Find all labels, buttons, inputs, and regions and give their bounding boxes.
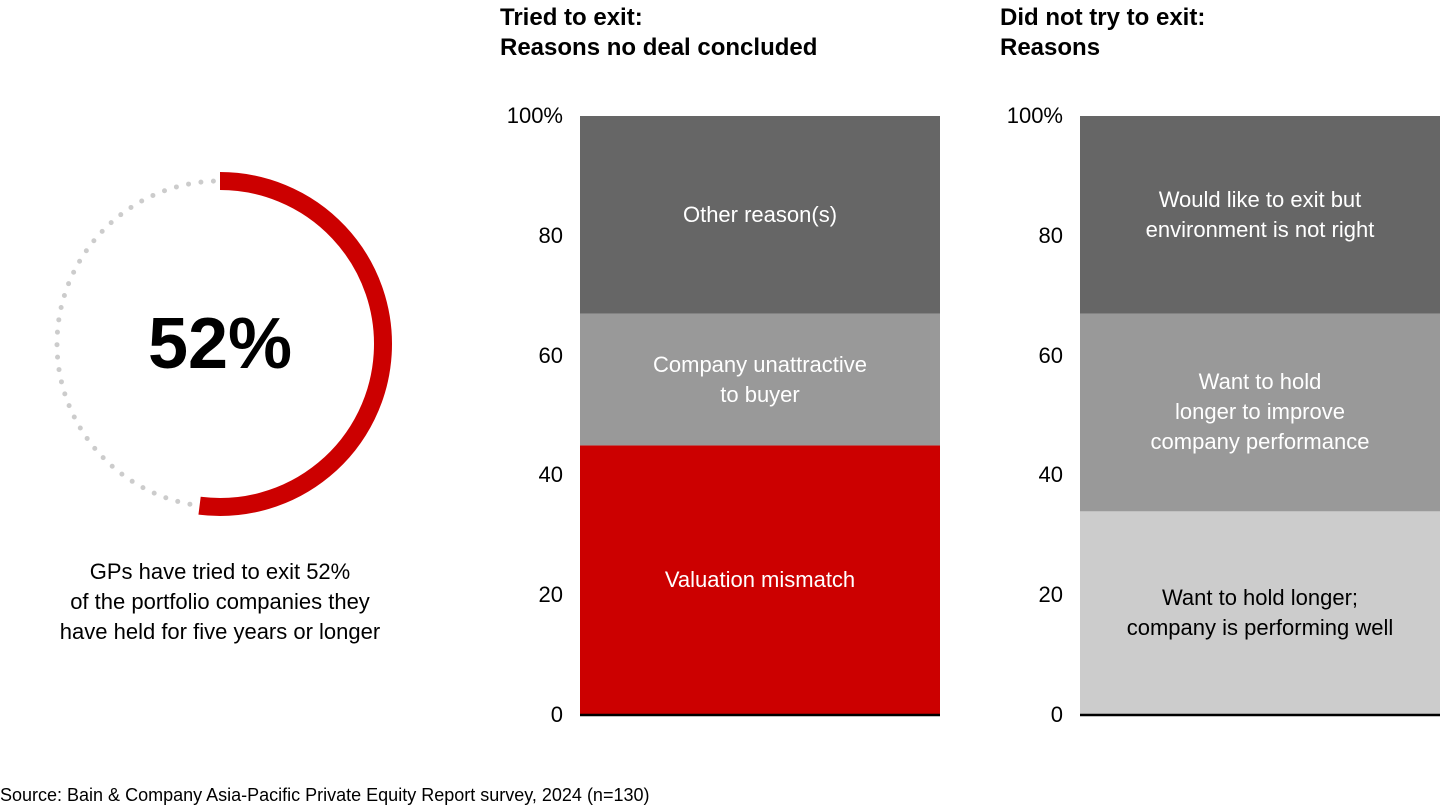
panel-title: Tried to exit: Reasons no deal concluded: [500, 4, 818, 61]
y-tick-label: 80: [1038, 222, 1063, 248]
bar-segment: [580, 116, 940, 314]
y-tick-label: 20: [1038, 582, 1063, 608]
y-tick-label: 60: [538, 342, 563, 368]
bar-segment: [580, 445, 940, 715]
bar-segment: [1080, 313, 1440, 512]
segment-label: Would like to exit but environment is no…: [1145, 186, 1375, 242]
share-note: GPs have tried to exit 52% of the portfo…: [59, 559, 381, 644]
y-tick-label: 20: [538, 582, 563, 608]
panel-title: Did not try to exit: Reasons: [1000, 4, 1206, 61]
y-tick-label: 40: [538, 462, 563, 488]
remainder-arc: [54, 178, 220, 507]
source-note: Source: Bain & Company Asia-Pacific Priv…: [0, 785, 650, 805]
share-value: 52%: [147, 304, 293, 384]
y-tick-label: 60: [1038, 342, 1063, 368]
segment-label: Other reason(s): [682, 201, 838, 227]
bar-segment: [580, 313, 940, 446]
share-arc: [198, 172, 392, 516]
segment-label: Want to hold longer; company is performi…: [1126, 585, 1394, 641]
bar-segment: [1080, 116, 1440, 314]
y-tick-label: 100%: [1006, 103, 1063, 128]
y-tick-label: 40: [1038, 462, 1063, 488]
segment-label: Want to hold longer to improve company p…: [1150, 369, 1370, 455]
bar-segment: [1080, 511, 1440, 715]
segment-label: Company unattractive to buyer: [653, 351, 867, 407]
y-tick-label: 80: [538, 222, 563, 248]
y-tick-label: 0: [1050, 702, 1063, 727]
y-tick-label: 100%: [506, 103, 563, 128]
segment-label: Valuation mismatch: [664, 567, 856, 593]
y-tick-label: 0: [550, 702, 563, 727]
